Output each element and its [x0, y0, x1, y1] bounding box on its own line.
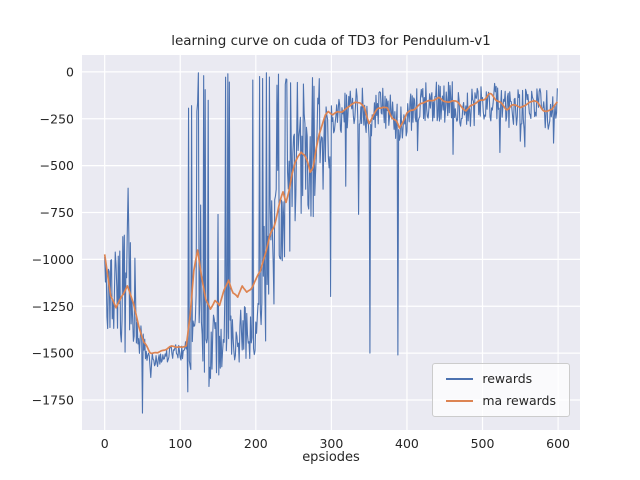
legend-item-ma-rewards: ma rewards: [446, 392, 556, 408]
legend: rewards ma rewards: [432, 363, 570, 417]
y-tick-label: −1750: [32, 393, 74, 408]
y-tick-label: −1250: [32, 299, 74, 314]
chart-title: learning curve on cuda of TD3 for Pendul…: [171, 33, 491, 49]
x-tick-label: 400: [395, 436, 419, 451]
y-tick-label: −1000: [32, 252, 74, 267]
x-axis-label: epsiodes: [302, 450, 360, 465]
rewards-line-swatch: [446, 378, 474, 381]
legend-item-rewards: rewards: [446, 371, 556, 386]
y-tick-label: −500: [40, 158, 74, 173]
x-tick-label: 500: [471, 436, 495, 451]
y-tick-label: −250: [40, 111, 74, 126]
y-tick-label: 0: [66, 64, 74, 79]
ma-rewards-line: [103, 92, 558, 355]
x-tick-label: 100: [168, 436, 192, 451]
y-tick-label: −750: [40, 205, 74, 220]
x-tick-label: 0: [101, 436, 109, 451]
y-tick-label: −1500: [32, 346, 74, 361]
legend-label-ma-rewards: ma rewards: [482, 392, 556, 408]
x-tick-label: 300: [319, 436, 343, 451]
x-tick-label: 200: [244, 436, 268, 451]
x-tick-label: 600: [546, 436, 570, 451]
legend-label-rewards: rewards: [482, 371, 533, 386]
ma-rewards-line-swatch: [446, 399, 474, 402]
